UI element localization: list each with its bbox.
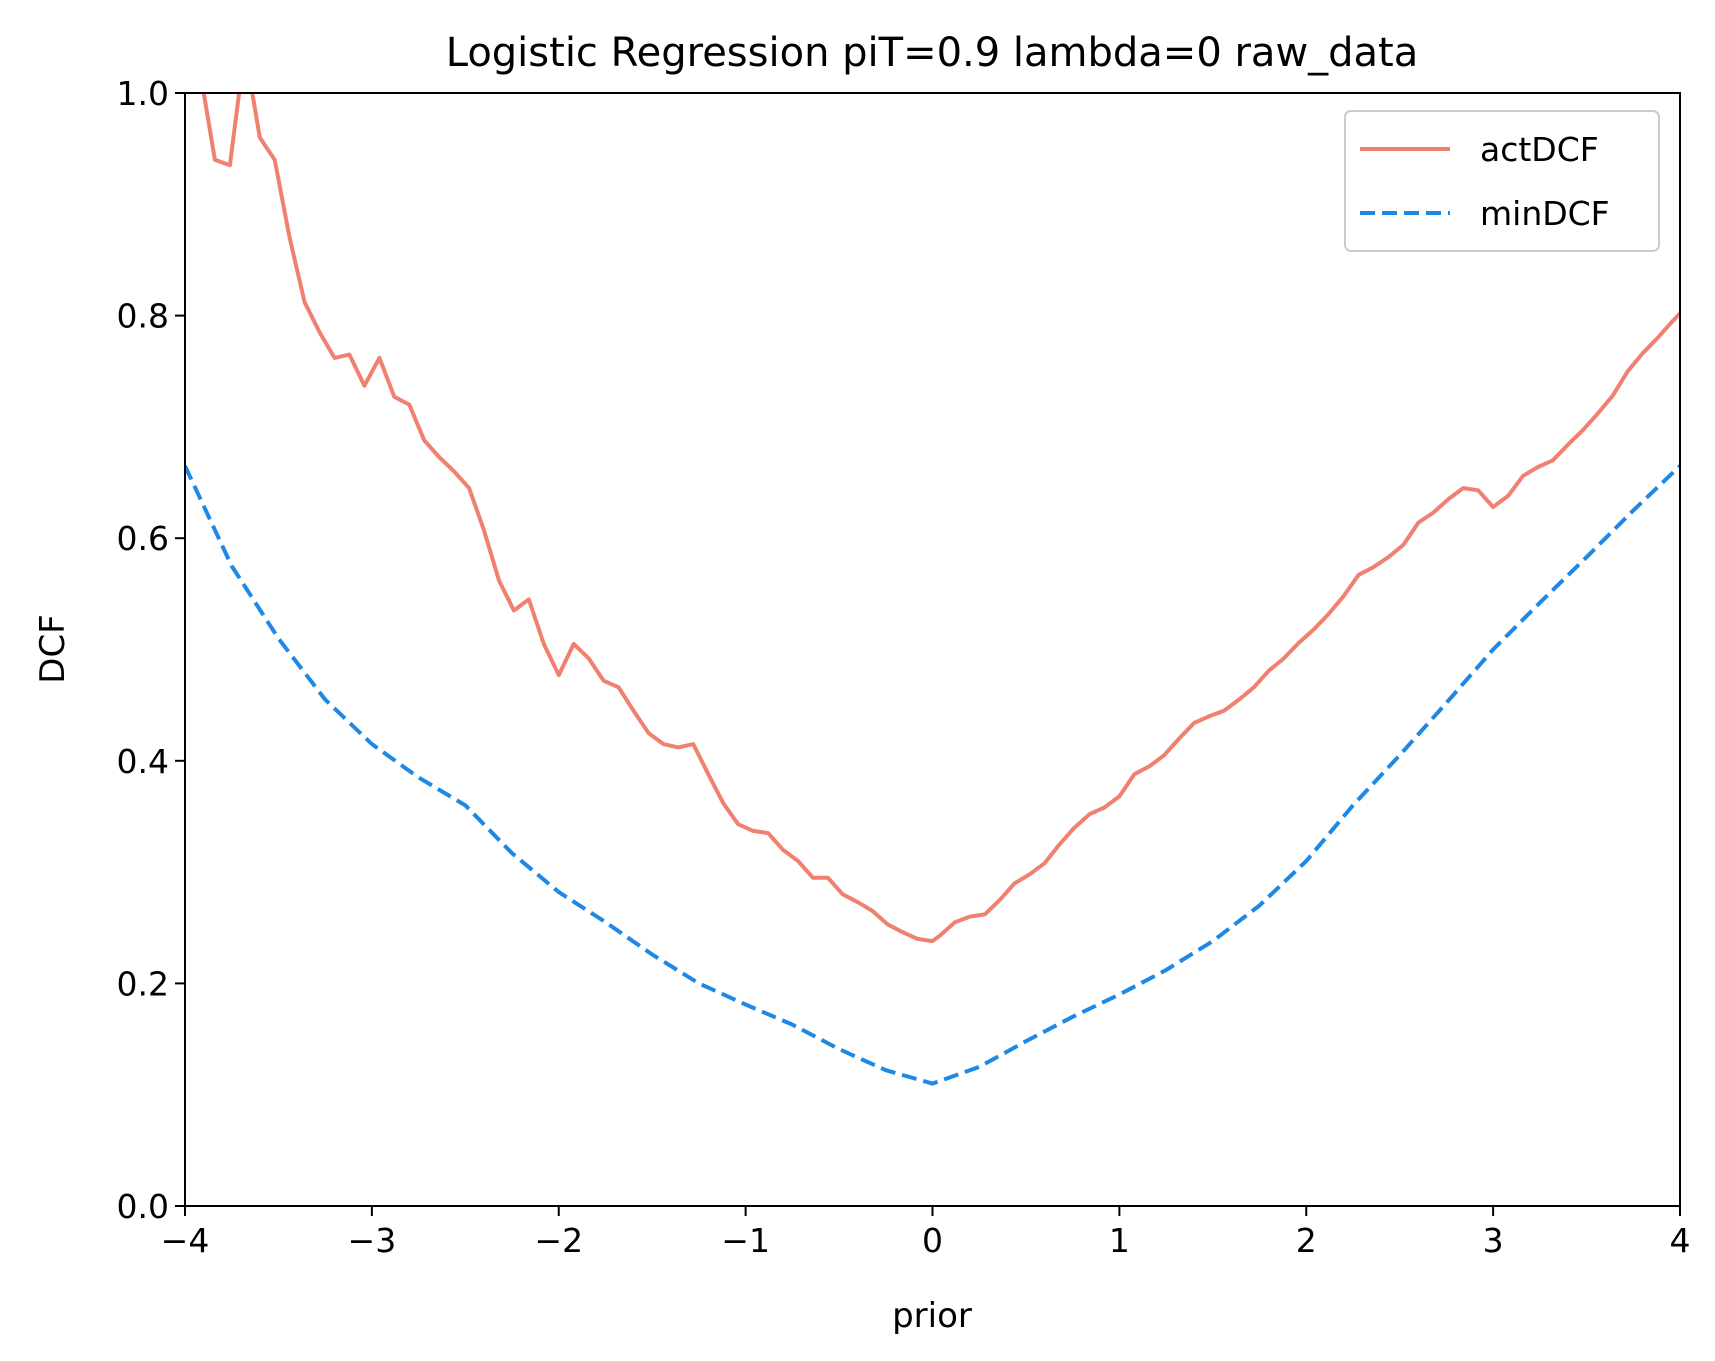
y-axis-label: DCF [33,614,73,683]
x-tick-label: 0 [922,1221,943,1260]
y-axis: 0.0 0.2 0.4 0.6 0.8 1.0 [117,74,185,1226]
legend-box [1344,110,1660,252]
series-line-actdcf [201,93,1680,944]
series-line-mindcf [185,464,1680,1086]
x-axis: −4 −3 −2 −1 0 1 2 3 4 [161,1206,1691,1260]
y-tick-label: 0.2 [117,964,169,1003]
chart-title: Logistic Regression piT=0.9 lambda=0 raw… [446,30,1419,76]
x-tick-label: 2 [1296,1221,1317,1260]
x-axis-label: prior [892,1296,972,1336]
x-tick-label: 3 [1483,1221,1504,1260]
y-tick-label: 0.0 [117,1187,169,1226]
x-tick-label: 4 [1670,1221,1691,1260]
x-tick-label: −1 [721,1221,770,1260]
series-layer [185,93,1680,1086]
legend-label-actdcf: actDCF [1480,130,1599,169]
y-tick-label: 0.8 [117,297,169,336]
x-tick-label: −4 [161,1221,210,1260]
y-tick-label: 0.4 [117,742,169,781]
legend-label-mindcf: minDCF [1480,194,1610,233]
x-tick-label: −3 [348,1221,397,1260]
x-tick-label: −2 [534,1221,583,1260]
legend: actDCF minDCF [1344,110,1660,252]
x-tick-label: 1 [1109,1221,1130,1260]
y-tick-label: 0.6 [117,519,169,558]
y-tick-label: 1.0 [117,74,169,113]
